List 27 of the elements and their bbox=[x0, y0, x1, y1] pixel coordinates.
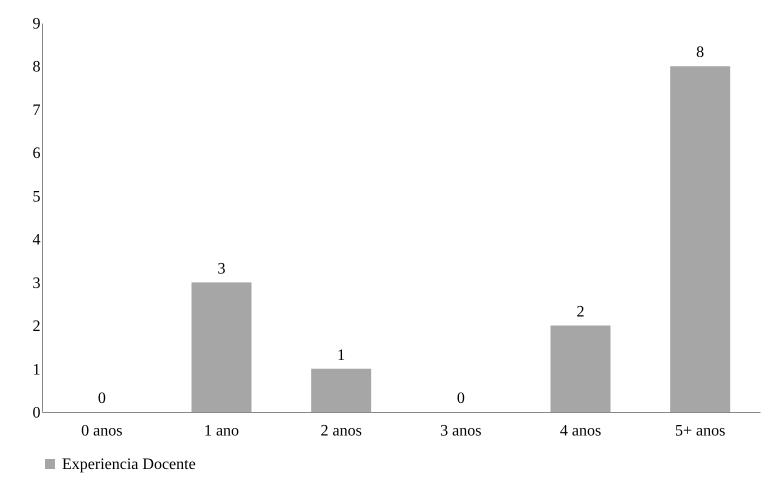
x-tick-label: 3 anos bbox=[440, 422, 482, 440]
bar bbox=[670, 66, 730, 412]
data-label: 1 bbox=[337, 346, 346, 364]
x-tick-label: 0 anos bbox=[81, 422, 122, 440]
y-tick-label: 6 bbox=[32, 145, 40, 162]
data-label: 3 bbox=[218, 260, 226, 278]
data-label: 0 bbox=[98, 390, 106, 407]
y-tick-label: 9 bbox=[32, 16, 40, 32]
y-tick-label: 7 bbox=[32, 102, 40, 119]
bar bbox=[550, 326, 610, 412]
data-label: 2 bbox=[576, 304, 584, 321]
y-tick-label: 8 bbox=[32, 58, 40, 76]
y-tick-label: 5 bbox=[32, 188, 40, 206]
x-tick-label: 5+ anos bbox=[674, 422, 726, 440]
x-tick-label: 2 anos bbox=[320, 422, 362, 440]
y-tick-label: 0 bbox=[32, 404, 40, 422]
y-tick-label: 1 bbox=[32, 361, 40, 378]
y-tick-label: 2 bbox=[32, 318, 40, 336]
x-tick-label: 1 ano bbox=[204, 422, 240, 440]
data-label: 8 bbox=[696, 44, 704, 62]
bar bbox=[311, 368, 372, 412]
legend-label: Experiencia Docente bbox=[62, 456, 196, 473]
data-label: 0 bbox=[456, 390, 465, 407]
y-tick-label: 4 bbox=[32, 232, 40, 249]
y-tick-label: 3 bbox=[32, 274, 40, 292]
bar bbox=[192, 282, 252, 412]
x-tick-label: 4 anos bbox=[560, 422, 602, 440]
